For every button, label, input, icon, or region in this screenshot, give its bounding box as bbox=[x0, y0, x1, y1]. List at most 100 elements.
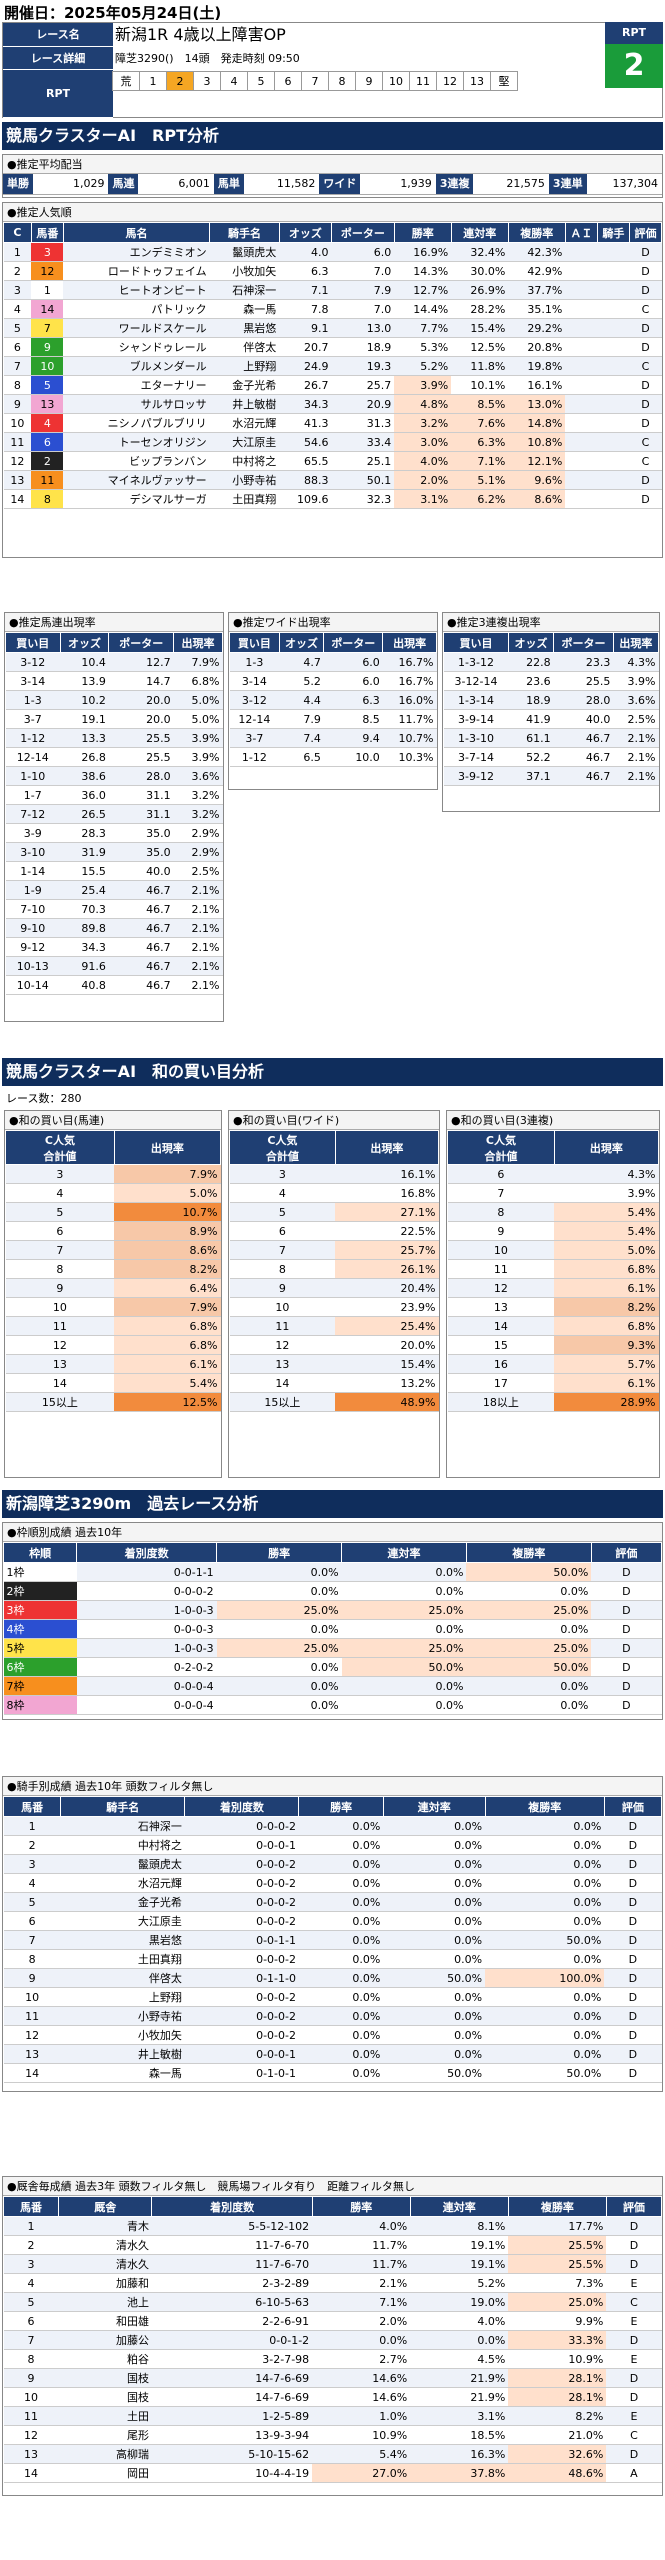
table-row: 1-12 13.3 25.5 3.9% bbox=[5, 728, 223, 748]
table-cell: 25.0% bbox=[508, 2292, 607, 2312]
table-cell: 46.7 bbox=[553, 766, 614, 786]
table-cell: 6.2% bbox=[451, 489, 509, 509]
table-cell: 7.9% bbox=[173, 652, 223, 672]
table-cell: 52.2 bbox=[508, 747, 554, 767]
table-row: 9 20.4% bbox=[229, 1278, 439, 1298]
trainer-table: 馬番 厩舎 着別度数 勝率 連対率 複勝率 評価 1 青木 5-5-12-102 4.0% 8.1% 1… bbox=[2, 2196, 663, 2483]
table-cell: 32.6% bbox=[508, 2444, 607, 2464]
column-header: 評価 bbox=[628, 222, 663, 243]
table-cell: 3.9% bbox=[554, 1183, 659, 1203]
table-cell: 65.5 bbox=[279, 451, 332, 471]
table-cell: マイネルヴァッサー bbox=[63, 470, 210, 490]
race-header: レース名 新潟1R 4歳以上障害OP レース詳細 障芝3290() 14頭 発走… bbox=[2, 22, 663, 118]
column-header: 評価 bbox=[590, 1542, 663, 1563]
payout-value: 6,001 bbox=[178, 177, 210, 190]
table-cell: 0.0% bbox=[216, 1562, 342, 1582]
table-cell: 16.0% bbox=[382, 690, 437, 710]
table-cell: 3.2% bbox=[394, 413, 452, 433]
table-row: 1 3 エンデミミオン 鬣頭虎太 4.0 6.0 16.9% 32.4% 42.3% D bbox=[3, 242, 662, 262]
column-header: 着別度数 bbox=[184, 1796, 300, 1817]
table-cell bbox=[565, 299, 598, 319]
table-cell: 0-0-0-2 bbox=[76, 1581, 217, 1601]
table-cell bbox=[565, 470, 598, 490]
table-cell: D bbox=[604, 1911, 662, 1931]
table-row: 13 8.2% bbox=[447, 1297, 659, 1317]
table-row: 15以上 12.5% bbox=[5, 1392, 221, 1412]
table-cell: 29.2% bbox=[508, 318, 566, 338]
table-row: 3 清水久 11-7-6-70 11.7% 19.1% 25.5% D bbox=[3, 2254, 662, 2274]
table-row: 12 2 ビップランバン 中村将之 65.5 25.1 4.0% 7.1% 12.1% C bbox=[3, 451, 662, 471]
table-cell bbox=[565, 318, 598, 338]
trio-title: ●推定3連複出現率 bbox=[443, 613, 659, 632]
column-header: 出現率 bbox=[173, 632, 223, 653]
table-cell: 10-14 bbox=[5, 975, 61, 995]
table-cell bbox=[597, 261, 630, 281]
table-cell: D bbox=[604, 2006, 662, 2026]
table-row: 3-7 19.1 20.0 5.0% bbox=[5, 709, 223, 729]
table-cell: 37.1 bbox=[508, 766, 554, 786]
table-cell bbox=[565, 413, 598, 433]
table-row: 3-7-14 52.2 46.7 2.1% bbox=[443, 747, 659, 767]
table-cell: 1 bbox=[3, 1816, 61, 1836]
table-cell: 0.0% bbox=[466, 1581, 592, 1601]
table-row: 13 高柳瑞 5-10-15-62 5.4% 16.3% 32.6% D bbox=[3, 2444, 662, 2464]
table-cell: D bbox=[629, 489, 662, 509]
table-cell: 7-10 bbox=[5, 899, 61, 919]
table-cell: 12 bbox=[3, 2425, 59, 2445]
table-cell bbox=[565, 242, 598, 262]
table-cell bbox=[597, 280, 630, 300]
table-cell: 46.7 bbox=[108, 899, 174, 919]
table-cell: 伴啓太 bbox=[60, 1968, 185, 1988]
table-cell: 0.0% bbox=[383, 1949, 486, 1969]
column-header: 勝率 bbox=[393, 222, 452, 243]
race-count: レース数：280 bbox=[6, 1092, 82, 1105]
table-row: 1-3 10.2 20.0 5.0% bbox=[5, 690, 223, 710]
table-cell: 6.0 bbox=[331, 242, 395, 262]
table-cell: 7.9% bbox=[114, 1297, 221, 1317]
table-cell: 岡田 bbox=[58, 2463, 152, 2483]
table-cell: 0-1-1-0 bbox=[184, 1968, 299, 1988]
table-row: 13 11 マイネルヴァッサー 小野寺祐 88.3 50.1 2.0% 5.1% 9.6% D bbox=[3, 470, 662, 490]
table-cell: D bbox=[629, 413, 662, 433]
table-cell: 0.0% bbox=[216, 1695, 342, 1715]
table-cell: 27.0% bbox=[312, 2463, 411, 2483]
table-cell: 2-3-2-89 bbox=[151, 2273, 313, 2293]
table-cell: 19.1 bbox=[60, 709, 109, 729]
table-cell: 0.0% bbox=[485, 1949, 605, 1969]
table-cell: 5 bbox=[3, 1892, 61, 1912]
table-cell: 15 bbox=[447, 1335, 555, 1355]
payout-value: 1,939 bbox=[400, 177, 432, 190]
table-cell: E bbox=[606, 2311, 662, 2331]
table-row: 5 池上 6-10-5-63 7.1% 19.0% 25.0% C bbox=[3, 2292, 662, 2312]
table-cell: 8.6% bbox=[508, 489, 566, 509]
table-cell: 0-0-0-1 bbox=[184, 2044, 299, 2064]
table-cell: D bbox=[604, 1987, 662, 2007]
table-cell: ニシノパブルブリリ bbox=[63, 413, 210, 433]
table-row: 9 6.4% bbox=[5, 1278, 221, 1298]
table-cell: 3-12-14 bbox=[443, 671, 509, 691]
header-row: 買い目 オッズ ポーター 出現率 bbox=[5, 632, 223, 653]
table-cell: C bbox=[606, 2425, 662, 2445]
sum-umaren-panel: ●和の買い目(馬連) C人気 合計値 出現率 3 7.9% 4 5.0% 5 10.7% 6 8.… bbox=[4, 1110, 222, 1478]
table-row: 3-12 10.4 12.7 7.9% bbox=[5, 652, 223, 672]
rpt-scale-cell: 10 bbox=[382, 71, 410, 91]
table-cell: ビップランバン bbox=[63, 451, 210, 471]
table-row: 17 6.1% bbox=[447, 1373, 659, 1393]
table-cell: 6.8% bbox=[114, 1335, 221, 1355]
table-cell: 3.1% bbox=[394, 489, 452, 509]
table-cell: 0.0% bbox=[298, 1949, 384, 1969]
table-cell: パトリック bbox=[63, 299, 210, 319]
table-cell: 2.1% bbox=[173, 918, 223, 938]
table-cell: 4.0% bbox=[394, 451, 452, 471]
table-cell: 7 bbox=[229, 1240, 336, 1260]
payout-value: 1,029 bbox=[72, 177, 105, 190]
rpt-scale-cell: 5 bbox=[247, 71, 275, 91]
event-date: 開催日：2025年05月24日(土) bbox=[4, 4, 222, 22]
table-cell: D bbox=[604, 2063, 662, 2083]
table-cell: 3-12 bbox=[5, 652, 61, 672]
table-cell: 2 bbox=[3, 1835, 61, 1855]
payout-value: 21,575 bbox=[506, 177, 545, 190]
table-cell: 6 bbox=[3, 337, 32, 357]
table-cell: 3 bbox=[31, 242, 64, 262]
table-cell: D bbox=[604, 1949, 662, 1969]
